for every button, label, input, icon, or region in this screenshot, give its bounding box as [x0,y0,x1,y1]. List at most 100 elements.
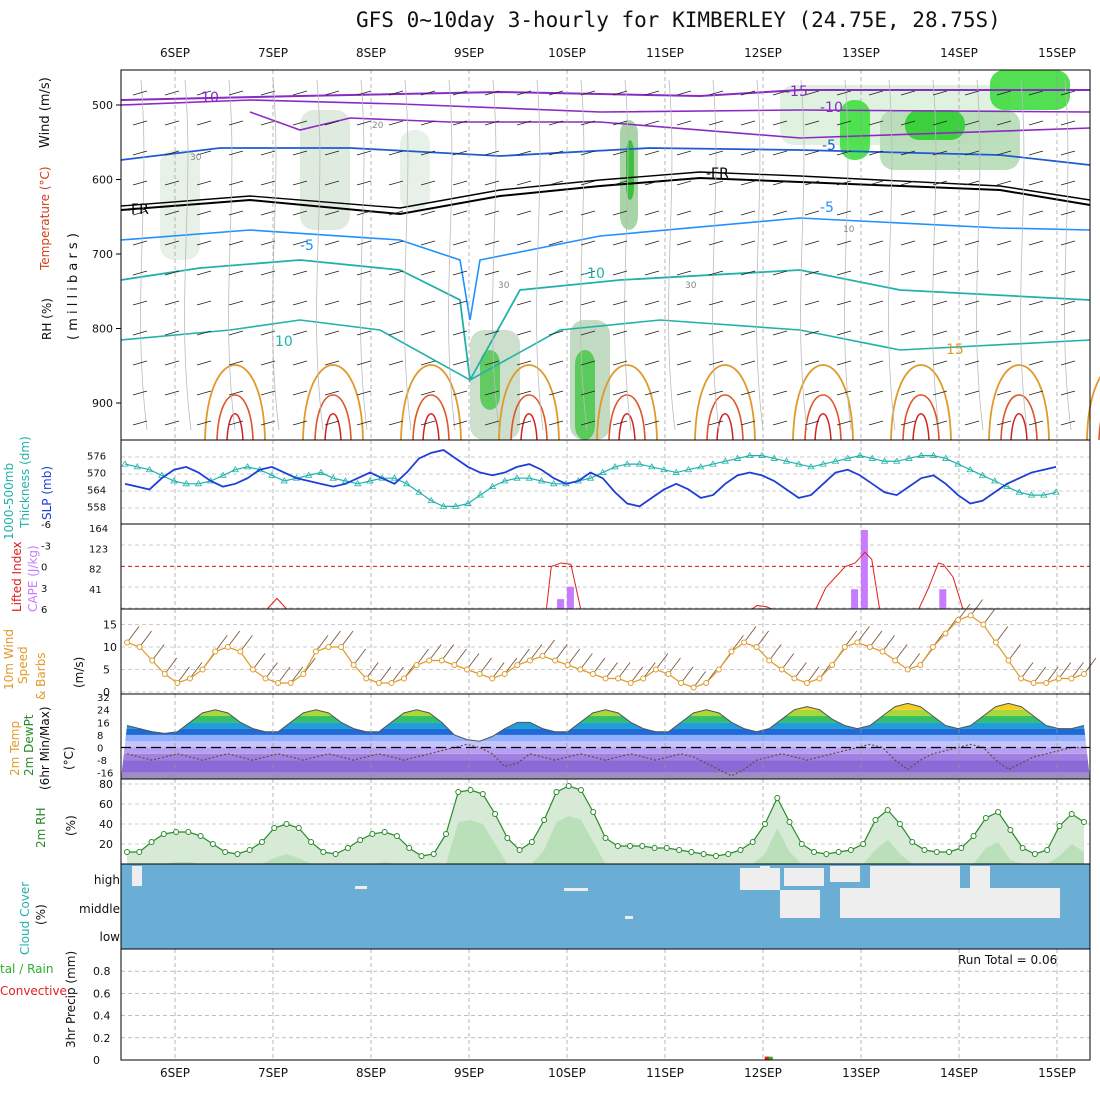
rh-contour [668,79,676,431]
wind-barb [388,210,404,216]
rh-point [418,853,425,859]
wind-barb [995,626,1009,643]
wind-barb [356,240,372,246]
rh-point [970,833,977,839]
wind-barb [388,330,404,336]
wind-barb [356,390,372,396]
wind-barb [196,270,212,276]
dewpoint-line [126,743,1084,777]
wind-barb [548,120,564,126]
cloud-gap [564,888,588,891]
wind-speed-point [917,662,924,668]
rh-point [209,841,216,847]
wind-barb [548,330,564,336]
rh-point [553,789,560,795]
contour-label: 30 [685,281,697,291]
panel-frame [120,948,1091,1061]
wind-barb [516,648,530,666]
wind-barb [420,390,436,396]
rh-point [344,845,351,851]
rh-point [688,849,695,855]
rh-point [173,829,180,835]
wind-barb [996,360,1012,366]
thickness-point [439,502,448,509]
wind-barb [260,360,276,366]
thickness-point [819,460,827,467]
wind-speed-point [552,657,559,664]
thickness-point [697,463,705,470]
wind-barb [612,330,628,336]
wind-barb [324,300,340,306]
wind-barb [804,150,820,156]
rh-point [946,849,953,855]
wind-barb [996,180,1012,186]
wind-barb [772,210,788,216]
temp-band [121,753,1090,761]
wind-barb [1028,90,1044,96]
warm-contour [400,364,462,441]
contour-label: -FR [126,202,149,218]
wind-barb [869,630,883,648]
hot-contour [618,413,636,441]
wind-barb [292,270,308,276]
wind-barb [1060,270,1076,276]
wind-barb [996,390,1012,396]
wind-barb [932,330,948,336]
date-tick-top: 6SEP [159,46,191,60]
rh-point [798,841,805,847]
wind-speed-point [766,657,773,664]
wind-barb [868,330,884,336]
wind-barb [932,240,948,246]
thickness-point [635,460,644,467]
temp-band [121,697,1090,703]
wind-barb [580,360,596,366]
wind-speed-point [186,675,193,682]
wind-barb [708,120,724,126]
wind-barb [548,360,564,366]
y-tick-label: 800 [92,323,113,336]
rh-contour [800,79,808,431]
wind-barb [164,360,180,366]
warm-contour [1000,394,1038,441]
wind-speed-point [652,666,659,673]
wind-barb [452,270,468,276]
wind-speed-point [564,662,571,668]
wind-barb [132,210,148,216]
wind-barb [804,330,820,336]
wind-barb [260,390,276,396]
cape-bar [939,589,947,609]
wind-speed-point [438,657,445,664]
wind-speed-point [829,662,836,668]
wind-barb [388,180,404,186]
thickness-point [366,477,374,484]
cloud-gap [132,866,142,886]
wind-barb [292,150,308,156]
wind-barb [708,210,724,216]
y-tick-label: 0.8 [93,965,111,978]
temp-band [121,747,1090,754]
wind-barb [491,662,505,679]
wind-barb [164,390,180,396]
wind-barb [882,635,895,652]
wind-barb [356,90,372,96]
wind-barb [868,120,884,126]
wind-barb [529,644,543,661]
precip-legend-convective: Convective [0,984,67,998]
warm-contour [706,394,744,441]
wind-barb [996,210,1012,216]
thickness-point [611,463,619,470]
y-tick-label: 16 [97,718,110,729]
temperature-contour [120,99,1091,113]
hot-contour [226,413,244,441]
warm-contour [204,364,266,441]
hot-contour [716,413,734,441]
rh-point [1068,811,1075,817]
rh-point [320,849,327,855]
wind-barb [1060,150,1076,156]
wind-barb [516,420,532,426]
wind-speed-point [1018,675,1025,682]
y-tick-label: 80 [99,778,113,791]
li-line [751,604,772,610]
wind-barb [836,360,852,366]
wind-barb [214,635,228,652]
